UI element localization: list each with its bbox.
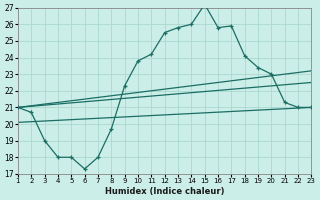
- X-axis label: Humidex (Indice chaleur): Humidex (Indice chaleur): [105, 187, 224, 196]
